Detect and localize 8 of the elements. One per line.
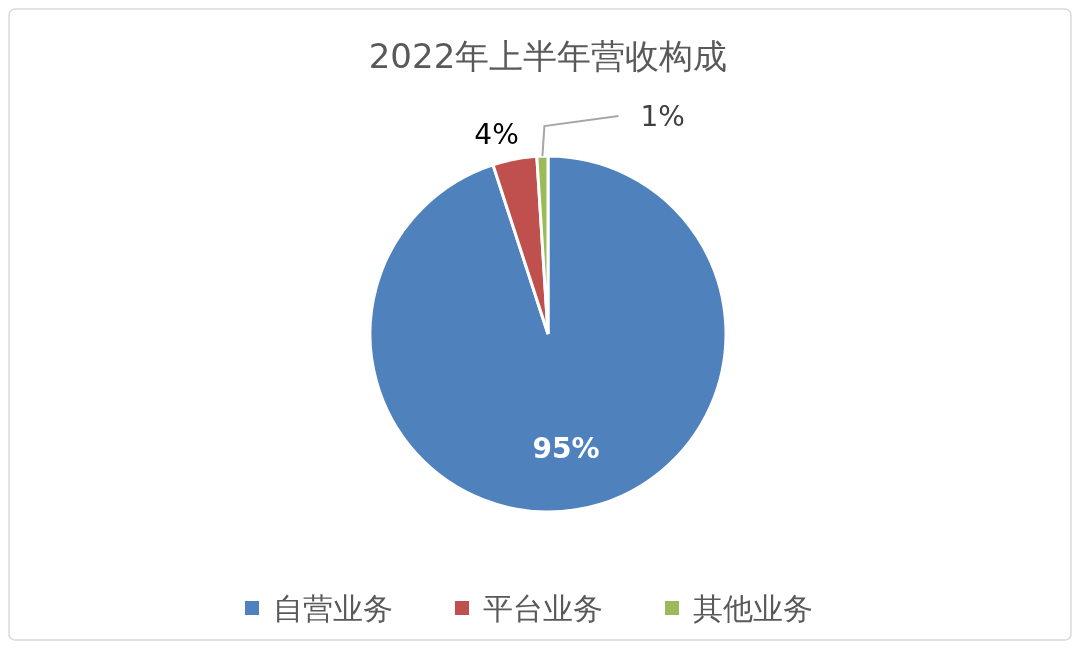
legend-label: 其他业务 xyxy=(693,591,813,626)
data-label: 1% xyxy=(640,100,685,134)
pie-slice xyxy=(368,154,728,514)
legend-label: 平台业务 xyxy=(483,591,603,626)
data-label: 4% xyxy=(474,117,519,151)
chart-title: 2022年上半年营收构成 xyxy=(368,36,728,76)
data-label: 95% xyxy=(532,432,600,466)
legend-label: 自营业务 xyxy=(273,591,393,626)
